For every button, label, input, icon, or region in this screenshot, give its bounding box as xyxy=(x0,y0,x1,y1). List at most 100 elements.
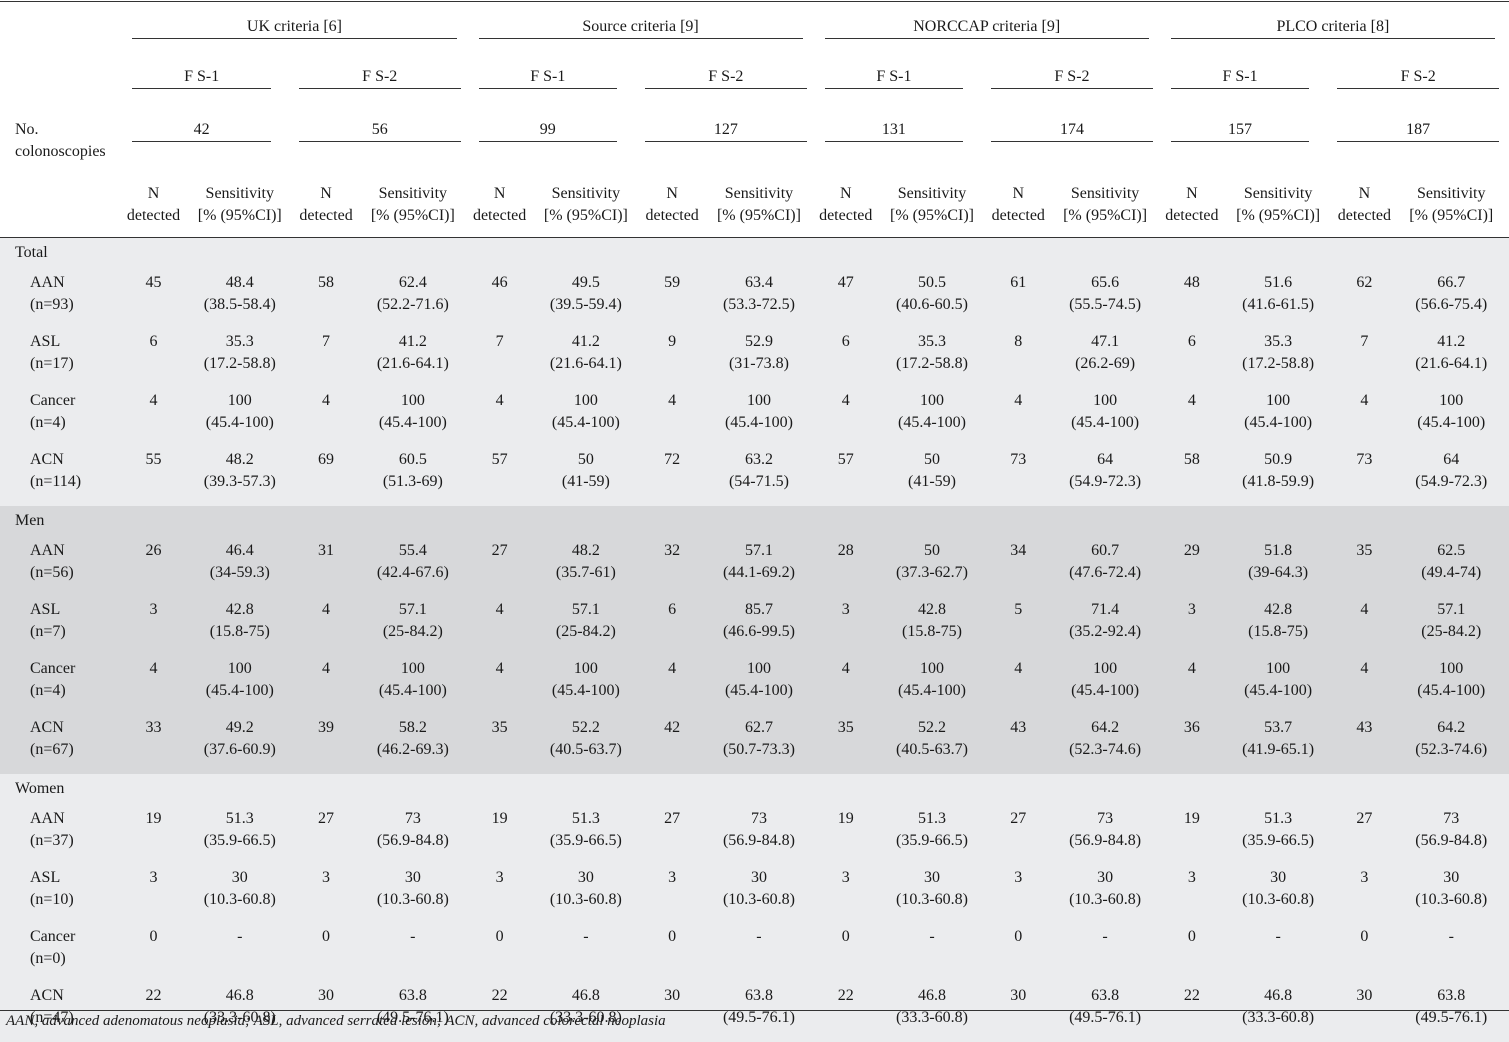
row-label: ASL (n=17) xyxy=(0,329,124,388)
criteria-header: PLCO criteria [8] xyxy=(1163,0,1509,50)
row-label-count: (n=10) xyxy=(30,891,74,908)
sensitivity-cell: 42.8 (15.8-75) xyxy=(183,597,297,656)
n-detected-line2: detected xyxy=(299,207,353,224)
colonoscopies-label-line2: colonoscopies xyxy=(15,143,106,160)
table-row: AAN (n=93) 45 48.4 (38.5-58.4) 58 62.4 (52.2-71… xyxy=(0,270,1509,329)
sensitivity-value: 52.2 xyxy=(918,719,946,736)
sensitivity-ci: (45.4-100) xyxy=(1417,414,1486,431)
section-title: Women xyxy=(15,780,65,797)
n-detected-cell: 4 xyxy=(841,660,850,677)
sensitivity-cell: 73 (56.9-84.8) xyxy=(701,806,816,865)
n-detected-line2: detected xyxy=(991,207,1045,224)
n-detected-cell: 0 xyxy=(1360,928,1369,945)
sensitivity-value: 63.8 xyxy=(1091,987,1120,1004)
sensitivity-header: Sensitivity [% (95%CI)] xyxy=(182,169,297,238)
sensitivity-value: 100 xyxy=(746,660,771,677)
sensitivity-value: 66.7 xyxy=(1437,274,1466,291)
sensitivity-value: 57.1 xyxy=(1437,601,1466,618)
row-label: ACN (n=67) xyxy=(0,715,124,774)
fs-label: F S-2 xyxy=(991,50,1153,89)
fs-label: F S-1 xyxy=(132,50,271,89)
n-detected-cell: 58 xyxy=(1183,451,1200,468)
n-detected-cell: 4 xyxy=(1014,392,1023,409)
sensitivity-ci: (15.8-75) xyxy=(209,623,270,640)
sensitivity-value: 100 xyxy=(573,392,598,409)
sensitivity-value: 30 xyxy=(1097,869,1114,886)
row-label-count: (n=114) xyxy=(30,473,82,490)
sensitivity-line2: [% (95%CI)] xyxy=(1409,207,1494,224)
row-label-name: AAN xyxy=(30,542,65,559)
sensitivity-cell: 30 (10.3-60.8) xyxy=(1221,865,1335,924)
n-detected-line1: N xyxy=(1012,185,1025,202)
n-detected-cell: 0 xyxy=(841,928,850,945)
sensitivity-cell: 64.2 (52.3-74.6) xyxy=(1393,715,1509,774)
sensitivity-value: 42.8 xyxy=(225,601,254,618)
n-detected-cell: 7 xyxy=(1360,333,1369,350)
n-detected-cell: 0 xyxy=(149,928,158,945)
sensitivity-cell: 53.7 (41.9-65.1) xyxy=(1221,715,1335,774)
n-detected-cell: 27 xyxy=(1356,810,1373,827)
table-row: ASL (n=17) 6 35.3 (17.2-58.8) 7 41.2 (21.6-64.1… xyxy=(0,329,1509,388)
table-row: Cancer (n=4) 4 100 (45.4-100) 4 100 (45.4-100) 4… xyxy=(0,656,1509,715)
sensitivity-cell: 35.3 (17.2-58.8) xyxy=(1221,329,1335,388)
sensitivity-ci: (45.4-100) xyxy=(551,414,620,431)
sensitivity-cell: 100 (45.4-100) xyxy=(1221,388,1335,447)
sensitivity-cell: 52.9 (31-73.8) xyxy=(701,329,816,388)
sensitivity-value: 100 xyxy=(227,392,252,409)
row-label-count: (n=47) xyxy=(30,1009,74,1026)
sensitivity-cell: 52.2 (40.5-63.7) xyxy=(529,715,643,774)
n-detected-cell: 7 xyxy=(495,333,504,350)
sensitivity-cell: 51.3 (35.9-66.5) xyxy=(183,806,297,865)
sensitivity-value: 50.9 xyxy=(1264,451,1293,468)
sensitivity-cell: 58.2 (46.2-69.3) xyxy=(355,715,470,774)
table-row: ASL (n=7) 3 42.8 (15.8-75) 4 57.1 (25-84.2) 4 57.… xyxy=(0,597,1509,656)
sensitivity-value: - xyxy=(1448,928,1454,945)
sensitivity-cell: 51.3 (35.9-66.5) xyxy=(529,806,643,865)
sensitivity-ci: (33.3-60.8) xyxy=(549,1009,622,1026)
n-detected-cell: 6 xyxy=(1187,333,1196,350)
n-detected-cell: 4 xyxy=(1187,660,1196,677)
sensitivity-value: 63.8 xyxy=(744,987,773,1004)
n-detected-cell: 22 xyxy=(1183,987,1200,1004)
sensitivity-line2: [% (95%CI)] xyxy=(716,207,801,224)
sensitivity-value: 49.2 xyxy=(225,719,254,736)
sensitivity-ci: (45.4-100) xyxy=(1417,682,1486,699)
blank-cell xyxy=(0,50,124,102)
sensitivity-line2: [% (95%CI)] xyxy=(890,207,974,224)
sensitivity-cell: 100 (45.4-100) xyxy=(183,656,297,715)
fs-header: F S-1 xyxy=(817,50,990,102)
sensitivity-cell: 71.4 (35.2-92.4) xyxy=(1047,597,1162,656)
n-detected-cell: 35 xyxy=(1356,542,1373,559)
sensitivity-value: 52.2 xyxy=(571,719,600,736)
top-rule xyxy=(0,1,1509,2)
row-label: ACN (n=47) xyxy=(0,983,124,1042)
n-detected-cell: 3 xyxy=(149,869,158,886)
n-detected-cell: 3 xyxy=(1360,869,1369,886)
sensitivity-value: 30 xyxy=(924,869,940,886)
sensitivity-cell: - xyxy=(1221,924,1335,983)
n-detected-cell: 6 xyxy=(149,333,158,350)
sensitivity-value: 42.8 xyxy=(1264,601,1293,618)
sensitivity-value: 64 xyxy=(1443,451,1460,468)
n-detected-line1: N xyxy=(839,185,852,202)
colonoscopies-count: 127 xyxy=(643,102,817,169)
sensitivity-line1: Sensitivity xyxy=(551,185,621,202)
sensitivity-ci: (39.5-59.4) xyxy=(549,296,622,313)
n-detected-cell: 4 xyxy=(322,392,331,409)
row-label-count: (n=7) xyxy=(30,623,66,640)
sensitivity-cell: 73 (56.9-84.8) xyxy=(1047,806,1162,865)
sensitivity-value: 30 xyxy=(231,869,248,886)
sensitivity-ci: (40.5-63.7) xyxy=(896,741,968,758)
sensitivity-cell: 46.8 (33.3-60.8) xyxy=(875,983,989,1042)
sensitivity-value: 73 xyxy=(404,810,421,827)
sensitivity-value: 100 xyxy=(227,660,252,677)
sensitivity-cell: 63.8 (49.5-76.1) xyxy=(1393,983,1509,1042)
sensitivity-line1: Sensitivity xyxy=(1070,185,1140,202)
row-label-count: (n=17) xyxy=(30,355,74,372)
sensitivity-cell: 100 (45.4-100) xyxy=(1221,656,1335,715)
n-detected-cell: 57 xyxy=(837,451,854,468)
